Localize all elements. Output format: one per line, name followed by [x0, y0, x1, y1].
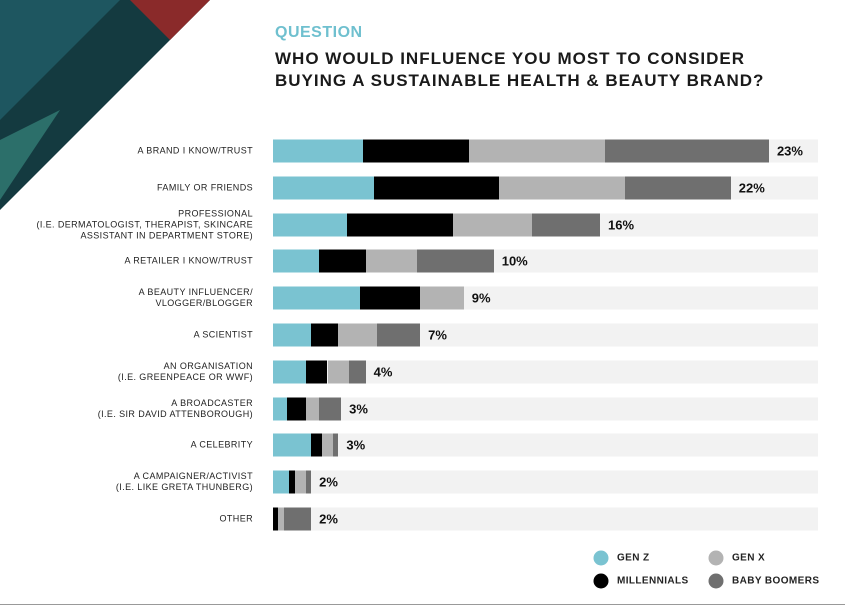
decor-image: [0, 0, 210, 210]
total-label: 2%: [319, 474, 338, 490]
category-label: A BROADCASTER (I.E. SIR DAVID ATTENBOROU…: [97, 397, 253, 419]
bar-segment: [360, 286, 421, 310]
bar-segment: [605, 139, 769, 163]
bar-segment: [273, 213, 347, 237]
bar-segment: [294, 470, 306, 494]
total-label: 3%: [346, 437, 366, 453]
category-label: A BRAND I KNOW/TRUST: [137, 145, 253, 156]
bottom-rule: [0, 604, 845, 605]
total-label: 4%: [373, 364, 393, 380]
bar-segment: [338, 323, 377, 347]
legend-label: GEN X: [732, 552, 766, 564]
bar-segment: [289, 470, 295, 494]
legend-swatch: [593, 550, 609, 566]
bar-segment: [319, 249, 366, 273]
bar-track: [273, 470, 818, 494]
bar-segment: [311, 433, 323, 457]
bar-segment: [452, 213, 532, 237]
total-label: 3%: [349, 401, 368, 417]
bar-segment: [365, 249, 418, 273]
bar-track: [273, 433, 818, 457]
bar-segment: [624, 176, 731, 200]
bar-segment: [273, 470, 290, 494]
total-label: 2%: [319, 511, 338, 527]
bar-segment: [283, 507, 312, 531]
bar-segment: [376, 323, 421, 347]
category-label: A BEAUTY INFLUENCER/ VLOGGER/BLOGGER: [138, 287, 253, 309]
total-label: 9%: [471, 290, 491, 306]
bar-segment: [322, 433, 333, 457]
category-label: A SCIENTIST: [193, 329, 253, 340]
bar-track: [273, 360, 818, 384]
legend-label: BABY BOOMERS: [732, 575, 820, 587]
bar-track: [273, 507, 818, 531]
bar-segment: [305, 360, 328, 384]
bar-segment: [311, 323, 339, 347]
bar-segment: [305, 470, 312, 494]
bar-segment: [305, 397, 320, 421]
bar-segment: [349, 360, 366, 384]
bar-segment: [469, 139, 606, 163]
chart-title: WHO WOULD INFLUENCE YOU MOST TO CONSIDER…: [275, 49, 765, 90]
question-label: QUESTION: [275, 24, 363, 41]
bar-segment: [273, 360, 306, 384]
bar-segment: [373, 176, 500, 200]
legend-swatch: [708, 550, 724, 566]
total-label: 16%: [608, 217, 635, 233]
bar-segment: [499, 176, 625, 200]
legend-label: GEN Z: [617, 552, 650, 564]
bar-segment: [273, 139, 363, 163]
total-label: 7%: [428, 327, 447, 343]
bar-segment: [332, 433, 339, 457]
bar-segment: [273, 397, 287, 421]
bar-segment: [531, 213, 600, 237]
bar-segment: [319, 397, 342, 421]
bar-segment: [278, 507, 284, 531]
bar-segment: [273, 286, 361, 310]
total-label: 22%: [738, 180, 765, 196]
total-label: 23%: [776, 143, 803, 159]
bar-segment: [327, 360, 350, 384]
bar-track: [273, 397, 818, 421]
total-label: 10%: [501, 253, 528, 269]
category-label: FAMILY OR FRIENDS: [157, 182, 253, 193]
category-label: A RETAILER I KNOW/TRUST: [124, 255, 253, 266]
bar-segment: [273, 507, 279, 531]
category-label: PROFESSIONAL (I.E. DERMATOLOGIST, THERAP…: [36, 208, 253, 241]
bar-segment: [273, 433, 312, 457]
bar-segment: [286, 397, 306, 421]
bar-segment: [417, 249, 494, 273]
bar-segment: [273, 323, 312, 347]
bar-segment: [346, 213, 453, 237]
legend-swatch: [593, 573, 609, 589]
legend-swatch: [708, 573, 724, 589]
category-label: OTHER: [219, 513, 253, 524]
bar-segment: [273, 176, 374, 200]
category-label: A CELEBRITY: [190, 439, 253, 450]
bar-segment: [420, 286, 464, 310]
bar-segment: [273, 249, 320, 273]
bar-segment: [362, 139, 470, 163]
category-label: A CAMPAIGNER/ACTIVIST (I.E. LIKE GRETA T…: [115, 471, 253, 493]
category-label: AN ORGANISATION (I.E. GREENPEACE OR WWF): [117, 360, 253, 382]
legend-label: MILLENNIALS: [617, 575, 689, 587]
